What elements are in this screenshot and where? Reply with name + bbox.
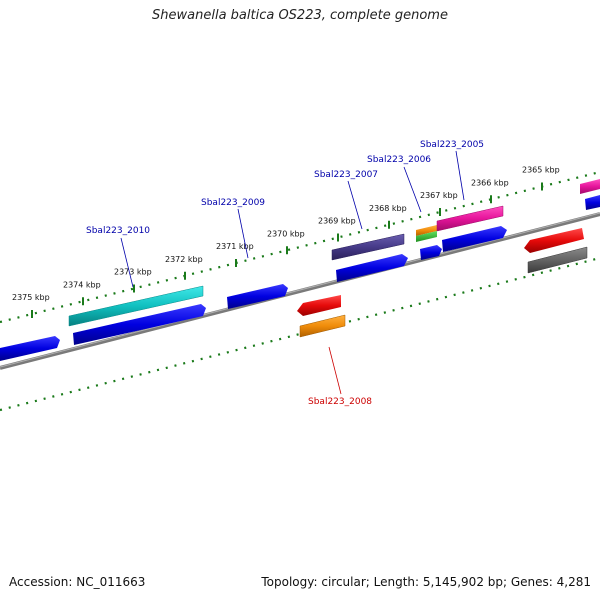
gene-label-2007[interactable]: Sbal223_2007 bbox=[314, 170, 378, 180]
ruler-label-2370: 2370 kbp bbox=[267, 229, 305, 238]
cds-blue-4[interactable] bbox=[336, 254, 408, 282]
ruler-label-2373: 2373 kbp bbox=[114, 268, 152, 277]
gene-pink-2005[interactable] bbox=[436, 205, 504, 232]
leader-2005 bbox=[455, 150, 465, 201]
ruler-label-2365: 2365 kbp bbox=[522, 166, 560, 175]
ruler-label-2372: 2372 kbp bbox=[165, 255, 203, 264]
gene-label-2008[interactable]: Sbal223_2008 bbox=[308, 397, 372, 407]
ruler-upper bbox=[0, 170, 600, 324]
gene-cyan-2010[interactable] bbox=[68, 285, 204, 327]
gene-red-1[interactable] bbox=[297, 295, 341, 316]
cds-blue-1[interactable] bbox=[0, 336, 60, 361]
leader-2006 bbox=[403, 166, 422, 213]
ruler-label-2366: 2366 kbp bbox=[471, 178, 509, 187]
cds-blue-6[interactable] bbox=[442, 226, 507, 252]
gene-purple-2007[interactable] bbox=[331, 233, 405, 261]
map-title: Shewanella baltica OS223, complete genom… bbox=[152, 8, 448, 23]
ruler-label-2367: 2367 kbp bbox=[420, 191, 458, 200]
ruler-label-2368: 2368 kbp bbox=[369, 204, 407, 213]
gene-red-2[interactable] bbox=[524, 228, 584, 253]
gene-label-2010[interactable]: Sbal223_2010 bbox=[86, 226, 150, 236]
leader-2009 bbox=[237, 208, 249, 259]
ruler-label-2374: 2374 kbp bbox=[63, 280, 101, 289]
leader-2010 bbox=[120, 237, 134, 288]
ruler-label-2371: 2371 kbp bbox=[216, 242, 254, 251]
gene-green-2006[interactable] bbox=[416, 231, 437, 242]
cds-blue-3[interactable] bbox=[227, 284, 288, 309]
gene-gray[interactable] bbox=[527, 246, 588, 274]
gene-label-2009[interactable]: Sbal223_2009 bbox=[201, 198, 265, 208]
cds-blue-2[interactable] bbox=[73, 304, 206, 345]
ruler-label-2375: 2375 kbp bbox=[12, 293, 50, 302]
gene-orange-2008[interactable] bbox=[299, 314, 346, 338]
cds-blue-7[interactable] bbox=[585, 195, 600, 210]
genome-backbone bbox=[0, 212, 600, 370]
leader-2008 bbox=[328, 346, 342, 395]
leader-2007 bbox=[347, 180, 363, 230]
cds-blue-5[interactable] bbox=[420, 245, 442, 260]
genome-stats-text: Topology: circular; Length: 5,145,902 bp… bbox=[261, 575, 591, 589]
gene-orange-2006[interactable] bbox=[416, 225, 437, 236]
gene-label-2005[interactable]: Sbal223_2005 bbox=[420, 140, 484, 150]
gene-label-2006[interactable]: Sbal223_2006 bbox=[367, 155, 431, 165]
gene-pink-edge[interactable] bbox=[580, 179, 600, 194]
ruler-label-2369: 2369 kbp bbox=[318, 217, 356, 226]
accession-text: Accession: NC_011663 bbox=[9, 575, 146, 589]
